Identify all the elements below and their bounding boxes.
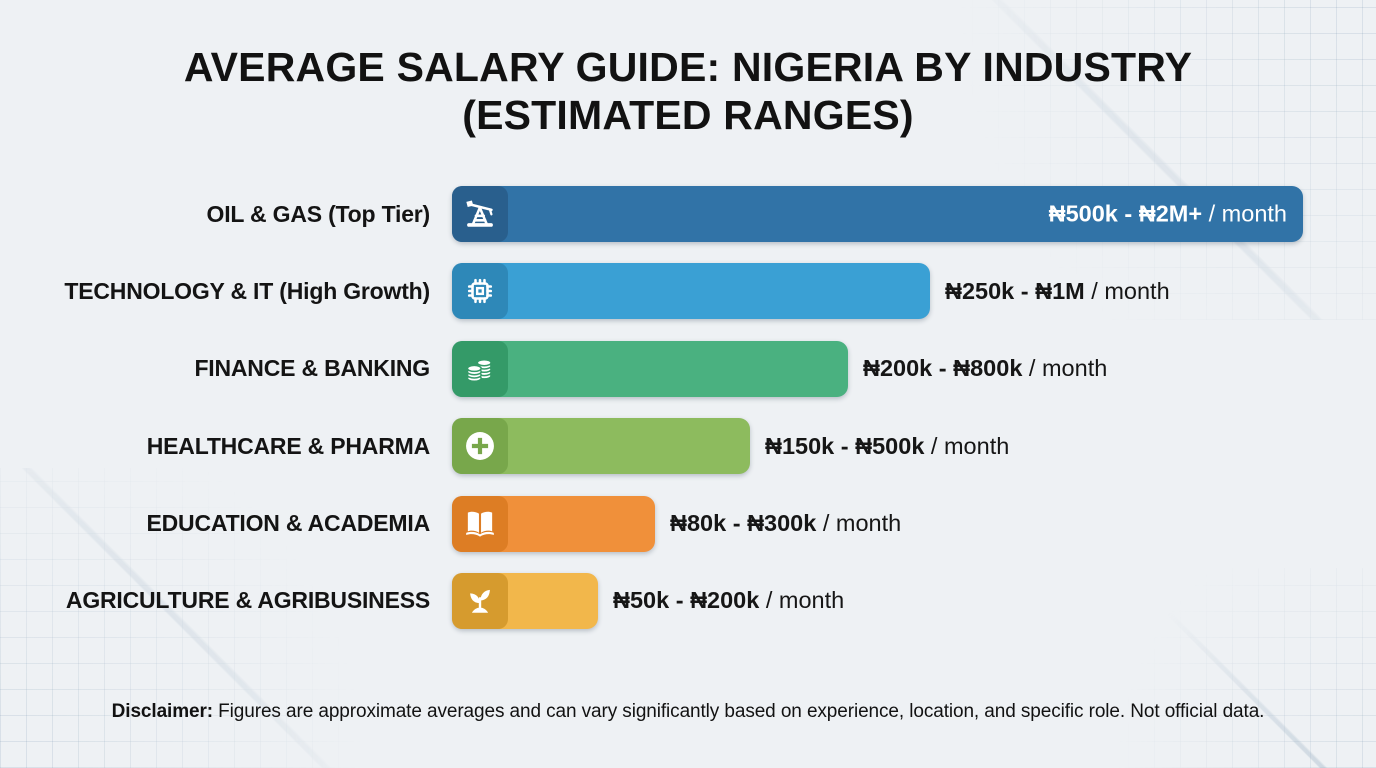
- per-month-text: / month: [1202, 200, 1287, 227]
- salary-range-value: ₦200k - ₦800k / month: [863, 355, 1107, 382]
- salary-range-value: ₦150k - ₦500k / month: [765, 433, 1009, 460]
- category-icon-tile: [452, 186, 508, 242]
- chart-row: EDUCATION & ACADEMIA ₦80k - ₦300k / mont…: [0, 495, 1376, 552]
- per-month-text: / month: [924, 432, 1010, 459]
- per-month-text: / month: [816, 510, 902, 537]
- open-book-icon: [466, 511, 494, 537]
- category-label: AGRICULTURE & AGRIBUSINESS: [65, 587, 430, 614]
- salary-bar: ₦500k - ₦2M+ / month: [452, 186, 1303, 242]
- salary-bar: [452, 340, 848, 397]
- disclaimer-label: Disclaimer:: [111, 701, 213, 722]
- per-month-text: / month: [1022, 355, 1108, 382]
- salary-bar: [452, 418, 750, 475]
- category-label: EDUCATION & ACADEMIA: [146, 510, 431, 537]
- salary-bar: [452, 495, 655, 552]
- chart-row: TECHNOLOGY & IT (High Growth) ₦250k - ₦1…: [0, 263, 1376, 320]
- category-label: TECHNOLOGY & IT (High Growth): [64, 277, 430, 304]
- category-icon-tile: [452, 495, 508, 552]
- salary-range-text: ₦80k - ₦300k: [670, 510, 817, 537]
- category-label: OIL & GAS (Top Tier): [206, 200, 431, 227]
- chart-row: AGRICULTURE & AGRIBUSINESS ₦50k - ₦200k …: [0, 572, 1376, 629]
- page-title: AVERAGE SALARY GUIDE: NIGERIA BY INDUSTR…: [0, 44, 1376, 139]
- salary-range-text: ₦200k - ₦800k: [863, 355, 1023, 382]
- salary-range-value: ₦250k - ₦1M / month: [945, 278, 1170, 305]
- per-month-text: / month: [759, 587, 845, 614]
- page-title-line1: AVERAGE SALARY GUIDE: NIGERIA BY INDUSTR…: [183, 44, 1193, 90]
- salary-range-text: ₦150k - ₦500k: [765, 432, 925, 459]
- salary-range-text: ₦250k - ₦1M: [945, 277, 1085, 304]
- salary-range-text: ₦500k - ₦2M+: [1048, 200, 1203, 227]
- salary-range-value: ₦500k - ₦2M+ / month: [1049, 201, 1287, 228]
- category-icon-tile: [452, 418, 508, 475]
- page-title-line2: (ESTIMATED RANGES): [462, 91, 914, 138]
- salary-bar: [452, 572, 598, 629]
- category-icon-tile: [452, 340, 508, 397]
- sprout-icon: [470, 589, 490, 613]
- bar-chart: OIL & GAS (Top Tier) ₦500k - ₦2M+ / mont…: [0, 186, 1376, 650]
- salary-range-text: ₦50k - ₦200k: [613, 587, 760, 614]
- oil-pump-icon: [466, 200, 493, 227]
- disclaimer-text: Disclaimer: Figures are approximate aver…: [0, 701, 1376, 723]
- disclaimer-body: Figures are approximate averages and can…: [213, 701, 1265, 722]
- salary-range-value: ₦50k - ₦200k / month: [613, 587, 844, 614]
- salary-range-value: ₦80k - ₦300k / month: [670, 510, 901, 537]
- salary-bar: [452, 263, 930, 320]
- per-month-text: / month: [1084, 277, 1170, 304]
- category-icon-tile: [452, 263, 508, 320]
- microchip-icon: [467, 279, 493, 304]
- category-label: FINANCE & BANKING: [194, 355, 430, 382]
- category-label: HEALTHCARE & PHARMA: [146, 432, 430, 459]
- chart-row: FINANCE & BANKING ₦200k - ₦800k / month: [0, 340, 1376, 397]
- medical-cross-icon: [466, 432, 494, 461]
- category-icon-tile: [452, 572, 508, 629]
- coins-icon: [466, 358, 492, 382]
- chart-row: HEALTHCARE & PHARMA ₦150k - ₦500k / mont…: [0, 418, 1376, 475]
- chart-row: OIL & GAS (Top Tier) ₦500k - ₦2M+ / mont…: [0, 186, 1376, 242]
